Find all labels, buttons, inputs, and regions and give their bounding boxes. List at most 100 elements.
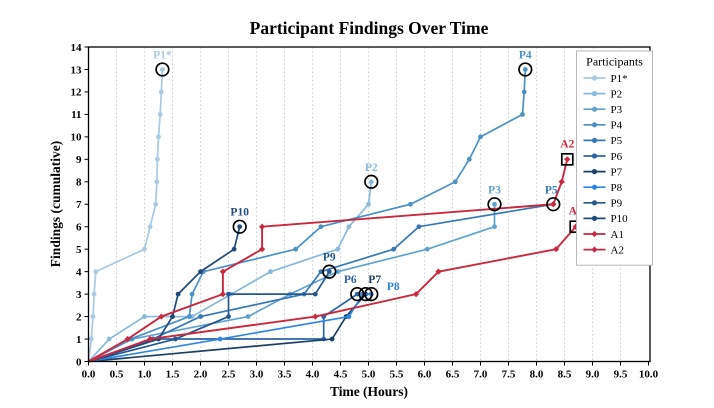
legend-item-label: P7 [611, 166, 623, 178]
series-point [312, 313, 319, 320]
endpoint-label-P6: P6 [344, 274, 357, 286]
y-tick-label: 1 [76, 334, 82, 346]
series-P9 [88, 269, 332, 363]
series-point [550, 201, 557, 208]
series-point [335, 246, 341, 252]
legend-item-A1: A1 [583, 229, 624, 241]
series-point [154, 179, 160, 185]
series-point [520, 111, 525, 117]
series-point [492, 224, 497, 230]
series-point [259, 246, 266, 253]
legend-item-P7: P7 [583, 166, 623, 178]
legend-item-P2: P2 [583, 88, 623, 100]
legend-item-label: A2 [611, 244, 624, 256]
y-tick-label: 2 [76, 311, 82, 323]
y-tick-label: 11 [71, 109, 81, 121]
endpoint-ring-P6 [350, 286, 365, 302]
series-point [424, 246, 430, 252]
legend-item-label: P6 [611, 151, 623, 163]
x-tick-label: 2.5 [222, 369, 236, 381]
endpoint-label-P8: P8 [387, 281, 400, 293]
legend-swatch-marker [591, 200, 598, 206]
legend-item-P6: P6 [583, 151, 623, 163]
legend-swatch-marker [591, 122, 598, 128]
x-axis-label: Time (Hours) [330, 384, 408, 399]
series-point [91, 291, 97, 297]
x-tick-label: 9.0 [586, 369, 600, 381]
series-point [522, 67, 528, 72]
series-point [154, 156, 160, 162]
y-tick-label: 7 [76, 199, 82, 211]
x-tick-label: 5.0 [362, 369, 376, 381]
y-tick-label: 13 [71, 64, 83, 76]
legend-swatch-marker [591, 246, 598, 253]
series-point [219, 268, 226, 275]
legend-swatch-marker [591, 91, 598, 97]
legend-item-A2: A2 [583, 244, 624, 256]
series-point [147, 335, 154, 343]
endpoint-ring-P8 [364, 286, 379, 302]
legend-box [576, 50, 653, 266]
series-point [189, 291, 195, 297]
series-layer [87, 67, 579, 363]
series-point [147, 224, 153, 230]
series-point [198, 314, 203, 319]
legend-item-P10: P10 [583, 213, 628, 225]
legend-swatch-marker [591, 230, 598, 238]
series-point [391, 246, 397, 252]
series-line-P3 [88, 204, 496, 363]
endpoint-label-P5: P5 [545, 184, 558, 196]
series-point [521, 89, 527, 95]
legend-item-label: P5 [611, 135, 623, 147]
endpoint-ring-P10 [232, 219, 247, 234]
series-point [553, 246, 560, 253]
series-point [408, 201, 413, 207]
series-point [312, 291, 318, 297]
endpoint-square-A2 [560, 152, 574, 166]
legend-swatch-marker [591, 137, 598, 143]
endpoint-label-P7: P7 [368, 274, 381, 286]
series-P2 [87, 179, 374, 363]
y-tick-label: 3 [76, 289, 82, 301]
endpoint-label-P4: P4 [519, 49, 532, 61]
legend-item-label: P3 [611, 104, 623, 116]
series-point [346, 314, 352, 319]
x-tick-label: 6.0 [418, 369, 432, 381]
legend-item-label: P4 [611, 120, 623, 132]
series-point [231, 246, 237, 252]
chart-title: Participant Findings Over Time [250, 18, 489, 38]
series-line-P1* [87, 69, 164, 362]
series-point [368, 179, 374, 185]
legend-item-label: P2 [611, 88, 623, 100]
legend-item-label: P1* [611, 73, 628, 85]
legend-swatch-marker [591, 75, 598, 81]
y-tick-label: 4 [76, 266, 82, 278]
y-tick-label: 0 [76, 356, 82, 368]
x-tick-label: 0.5 [110, 369, 124, 381]
legend-item-label: P9 [611, 198, 623, 210]
legend-item-P8: P8 [583, 182, 623, 194]
legend-item-P3: P3 [583, 104, 623, 116]
x-tick-label: 7.0 [474, 369, 488, 381]
series-line-A2 [88, 159, 569, 363]
series-point [175, 291, 181, 297]
series-point [558, 178, 565, 185]
series-P4 [88, 67, 528, 363]
series-point [318, 269, 324, 275]
series-point [153, 201, 159, 207]
series-point [335, 269, 341, 275]
series-point [435, 268, 442, 275]
y-tick-label: 5 [76, 244, 82, 256]
x-tick-label: 1.5 [166, 369, 180, 381]
series-point [245, 314, 251, 319]
endpoint-ring-P4 [518, 62, 533, 77]
x-tick-label: 0.0 [82, 369, 96, 381]
x-tick-label: 2.0 [194, 369, 208, 381]
endpoint-label-P3: P3 [488, 184, 501, 196]
endpoint-ring-P2 [364, 174, 379, 189]
series-point [198, 269, 203, 275]
series-point [158, 89, 164, 95]
tick-layer: 0.0 0.5 1.0 1.5 2.0 2.5 3.0 3.5 4.0 4.5 5.0 5.5 6.0 6… [71, 42, 659, 381]
